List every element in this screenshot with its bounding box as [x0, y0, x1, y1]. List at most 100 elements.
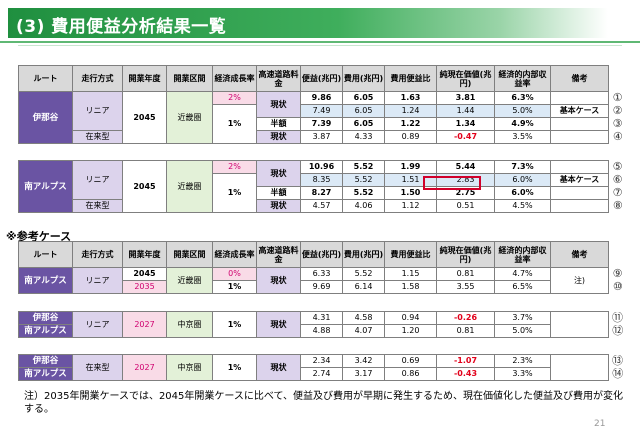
section-cell: 近畿圏: [166, 160, 213, 213]
year-cell: 2045: [122, 267, 167, 281]
header-benefit: 便益(兆円): [300, 241, 343, 268]
section-title: ※参考ケース: [6, 230, 72, 243]
page-title: (3) 費用便益分析結果一覧: [16, 17, 227, 37]
header-cost: 費用(兆円): [342, 241, 385, 268]
year-cell: 2027: [122, 311, 167, 338]
npv-cell: 0.81: [436, 324, 495, 338]
header-bcr: 費用便益比: [384, 241, 437, 268]
header-remarks: 備考: [550, 65, 609, 92]
year-cell: 2027: [122, 354, 167, 381]
footnote: 注）2035年開業ケースでは、2045年開業ケースに比べて、便益及び費用が早期に…: [24, 391, 623, 415]
header-mode: 走行方式: [72, 65, 123, 92]
header-cost: 費用(兆円): [342, 65, 385, 92]
toll-cell: 半額: [256, 186, 301, 200]
header-npv: 純現在価値(兆円): [436, 241, 495, 268]
benefit-cell: 8.35: [300, 173, 343, 187]
header-toll: 高速道路料金: [256, 241, 301, 268]
cost-cell: 4.33: [342, 130, 385, 144]
header-benefit: 便益(兆円): [300, 65, 343, 92]
eirr-cell: 4.5%: [494, 199, 551, 213]
bcr-cell: 1.22: [384, 117, 437, 131]
mode-cell: 在来型: [72, 199, 123, 213]
remark-cell: [550, 186, 609, 200]
remark-cell: 注): [550, 267, 609, 294]
eirr-cell: 7.3%: [494, 160, 551, 174]
cost-cell: 4.06: [342, 199, 385, 213]
mode-cell: リニア: [72, 91, 123, 131]
header-remarks: 備考: [550, 241, 609, 268]
cost-cell: 4.58: [342, 311, 385, 325]
bcr-cell: 1.63: [384, 91, 437, 105]
bcr-cell: 1.15: [384, 267, 437, 281]
year-cell: 2045: [122, 91, 167, 144]
remark-cell: [550, 160, 609, 174]
eirr-cell: 5.0%: [494, 104, 551, 118]
route-cell: 伊那谷: [18, 354, 73, 368]
eirr-cell: 4.7%: [494, 267, 551, 281]
header-toll: 高速道路料金: [256, 65, 301, 92]
mode-cell: リニア: [72, 311, 123, 338]
header-year: 開業年度: [122, 65, 167, 92]
benefit-cell: 4.88: [300, 324, 343, 338]
header-growth: 経済成長率: [212, 65, 257, 92]
growth-cell: 1%: [212, 173, 257, 213]
header-route: ルート: [18, 241, 73, 268]
bcr-cell: 1.58: [384, 280, 437, 294]
remark-cell: [550, 354, 609, 381]
eirr-cell: 6.0%: [494, 186, 551, 200]
header-section: 開業区間: [166, 65, 213, 92]
eirr-cell: 3.7%: [494, 311, 551, 325]
case-number: ⑫: [612, 324, 624, 337]
bcr-cell: 0.89: [384, 130, 437, 144]
eirr-cell: 6.3%: [494, 91, 551, 105]
benefit-cell: 3.87: [300, 130, 343, 144]
growth-cell: 1%: [212, 280, 257, 294]
cost-cell: 5.52: [342, 173, 385, 187]
case-number: ⑩: [612, 280, 623, 293]
case-number: ④: [612, 130, 623, 143]
route-cell: 南アルプス: [18, 324, 73, 338]
case-number: ⑤: [612, 160, 623, 173]
cost-cell: 6.05: [342, 104, 385, 118]
header-bcr: 費用便益比: [384, 65, 437, 92]
npv-cell: 3.55: [436, 280, 495, 294]
benefit-cell: 8.27: [300, 186, 343, 200]
header-eirr: 経済的内部収益率: [494, 241, 551, 268]
header-eirr: 経済的内部収益率: [494, 65, 551, 92]
bcr-cell: 1.12: [384, 199, 437, 213]
year-cell: 2045: [122, 160, 167, 213]
bcr-cell: 0.86: [384, 367, 437, 381]
section-cell: 中京圏: [166, 311, 213, 338]
header-year: 開業年度: [122, 241, 167, 268]
case-number: ⑦: [612, 186, 623, 199]
npv-cell: -0.43: [436, 367, 495, 381]
eirr-cell: 6.5%: [494, 280, 551, 294]
cost-cell: 5.52: [342, 267, 385, 281]
section-cell: 近畿圏: [166, 91, 213, 144]
case-number: ⑧: [612, 199, 623, 212]
growth-cell: 1%: [212, 104, 257, 144]
toll-cell: 現状: [256, 311, 301, 338]
header-mode: 走行方式: [72, 241, 123, 268]
title-bar: (3) 費用便益分析結果一覧: [8, 8, 608, 38]
section-cell: 近畿圏: [166, 267, 213, 294]
case-number: ⑨: [612, 267, 623, 280]
benefit-cell: 4.31: [300, 311, 343, 325]
npv-cell: -0.47: [436, 130, 495, 144]
toll-cell: 現状: [256, 199, 301, 213]
bcr-cell: 1.24: [384, 104, 437, 118]
toll-cell: 現状: [256, 91, 301, 118]
growth-cell: 2%: [212, 91, 257, 105]
npv-cell: 3.81: [436, 91, 495, 105]
eirr-cell: 2.3%: [494, 354, 551, 368]
cost-cell: 3.42: [342, 354, 385, 368]
mode-cell: 在来型: [72, 130, 123, 144]
toll-cell: 半額: [256, 117, 301, 131]
page-number: 21: [594, 419, 606, 429]
case-number: ①: [612, 91, 623, 104]
toll-cell: 現状: [256, 160, 301, 187]
highlight-box: [423, 176, 481, 190]
eirr-cell: 3.5%: [494, 130, 551, 144]
toll-cell: 現状: [256, 130, 301, 144]
eirr-cell: 4.9%: [494, 117, 551, 131]
